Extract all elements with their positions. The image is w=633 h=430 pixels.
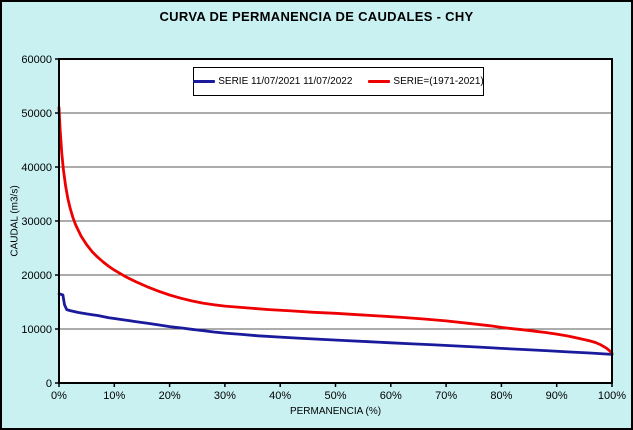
y-axis-title: CAUDAL (m3/s) bbox=[9, 185, 21, 257]
x-tick-label: 90% bbox=[546, 390, 568, 402]
series-line-0 bbox=[57, 292, 614, 356]
legend-label-serie-1971-2021: SERIE=(1971-2021) bbox=[393, 76, 484, 87]
x-tick-label: 0% bbox=[51, 390, 67, 402]
x-tick-label: 80% bbox=[490, 390, 512, 402]
x-tick-label: 60% bbox=[380, 390, 402, 402]
y-tick-label: 20000 bbox=[21, 270, 52, 282]
y-tick-label: 50000 bbox=[21, 108, 52, 120]
legend-label-serie-2021-2022: SERIE 11/07/2021 11/07/2022 bbox=[218, 76, 353, 87]
x-tick-label: 30% bbox=[214, 390, 236, 402]
x-tick-label: 50% bbox=[324, 390, 346, 402]
y-tick-label: 10000 bbox=[21, 324, 52, 336]
series-line-1 bbox=[57, 106, 614, 355]
x-axis-title: PERMANENCIA (%) bbox=[289, 406, 382, 417]
x-tick-label: 10% bbox=[103, 390, 125, 402]
x-tick-label: 20% bbox=[159, 390, 181, 402]
x-tick-label: 40% bbox=[269, 390, 291, 402]
y-tick-label: 60000 bbox=[21, 54, 52, 66]
blue-line-swatch bbox=[193, 80, 216, 83]
legend: SERIE 11/07/2021 11/07/2022 SERIE=(1971-… bbox=[193, 67, 484, 96]
chart-title: CURVA DE PERMANENCIA DE CAUDALES - CHY bbox=[159, 9, 474, 24]
legend-item-serie-1971-2021: SERIE=(1971-2021) bbox=[368, 76, 484, 87]
x-tick-label: 100% bbox=[598, 390, 626, 402]
y-tick-label: 30000 bbox=[21, 216, 52, 228]
x-tick-label: 70% bbox=[435, 390, 457, 402]
legend-item-serie-2021-2022: SERIE 11/07/2021 11/07/2022 bbox=[193, 76, 352, 87]
y-tick-label: 40000 bbox=[21, 162, 52, 174]
y-tick-label: 0 bbox=[46, 378, 52, 390]
red-line-swatch bbox=[368, 80, 391, 83]
